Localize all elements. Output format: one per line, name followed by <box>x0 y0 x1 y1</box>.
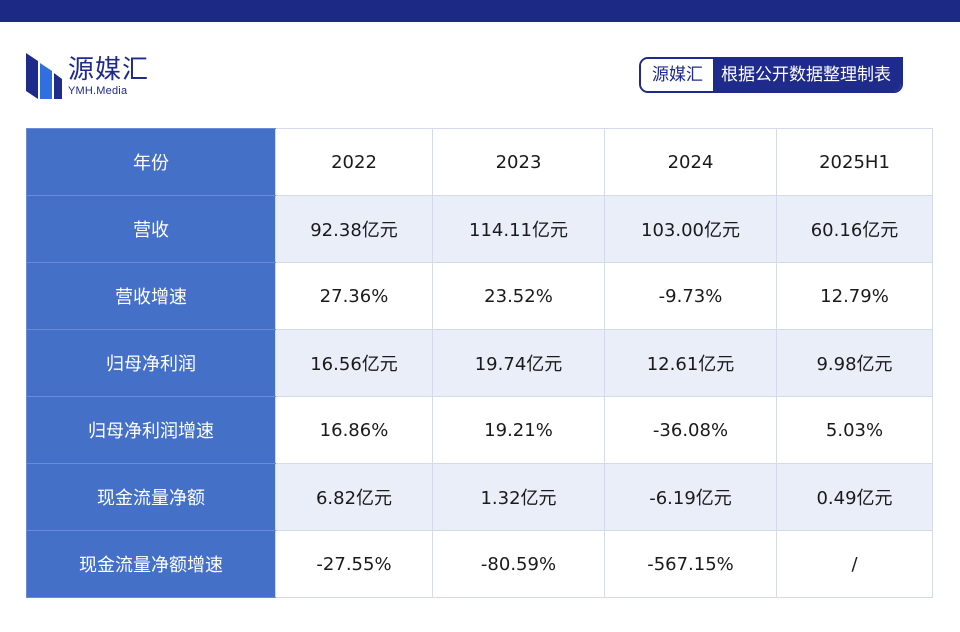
table-cell: -567.15% <box>604 530 777 598</box>
table-header-row: 年份 2022 2023 2024 2025H1 <box>26 128 933 196</box>
table-row: 营收增速 27.36% 23.52% -9.73% 12.79% <box>26 262 933 330</box>
table-row: 归母净利润 16.56亿元 19.74亿元 12.61亿元 9.98亿元 <box>26 329 933 397</box>
year-2023: 2023 <box>432 128 605 196</box>
top-banner <box>0 0 960 22</box>
year-2025h1: 2025H1 <box>776 128 933 196</box>
table-row: 营收 92.38亿元 114.11亿元 103.00亿元 60.16亿元 <box>26 195 933 263</box>
row-label: 现金流量净额增速 <box>26 530 276 598</box>
table-cell: 19.74亿元 <box>432 329 605 397</box>
table-row: 现金流量净额 6.82亿元 1.32亿元 -6.19亿元 0.49亿元 <box>26 463 933 531</box>
table-row: 现金流量净额增速 -27.55% -80.59% -567.15% / <box>26 530 933 598</box>
table-cell: 19.21% <box>432 396 605 464</box>
table-cell: / <box>776 530 933 598</box>
source-note: 源媒汇 根据公开数据整理制表 <box>639 57 903 93</box>
source-description: 根据公开数据整理制表 <box>713 59 901 91</box>
table-cell: 5.03% <box>776 396 933 464</box>
brand-logo: 源媒汇 YMH.Media <box>26 53 149 99</box>
row-label: 归母净利润增速 <box>26 396 276 464</box>
logo-subtitle: YMH.Media <box>68 85 128 97</box>
table-cell: 114.11亿元 <box>432 195 605 263</box>
row-label-year: 年份 <box>26 128 276 196</box>
table-cell: 0.49亿元 <box>776 463 933 531</box>
row-label: 现金流量净额 <box>26 463 276 531</box>
table-cell: -9.73% <box>604 262 777 330</box>
table-cell: 9.98亿元 <box>776 329 933 397</box>
source-brand: 源媒汇 <box>641 59 713 91</box>
table-cell: -27.55% <box>275 530 433 598</box>
table-cell: 92.38亿元 <box>275 195 433 263</box>
row-label: 营收 <box>26 195 276 263</box>
ymh-logo-icon <box>26 53 62 99</box>
table-cell: 1.32亿元 <box>432 463 605 531</box>
table-cell: 103.00亿元 <box>604 195 777 263</box>
table-cell: 27.36% <box>275 262 433 330</box>
financial-table: 年份 2022 2023 2024 2025H1 营收 92.38亿元 114.… <box>26 128 933 598</box>
table-cell: 60.16亿元 <box>776 195 933 263</box>
table-cell: 12.79% <box>776 262 933 330</box>
year-2022: 2022 <box>275 128 433 196</box>
table-cell: -36.08% <box>604 396 777 464</box>
table-cell: 16.86% <box>275 396 433 464</box>
table-cell: 12.61亿元 <box>604 329 777 397</box>
logo-name: 源媒汇 <box>68 55 150 85</box>
table-cell: 6.82亿元 <box>275 463 433 531</box>
row-label: 归母净利润 <box>26 329 276 397</box>
table-cell: -6.19亿元 <box>604 463 777 531</box>
year-2024: 2024 <box>604 128 777 196</box>
table-row: 归母净利润增速 16.86% 19.21% -36.08% 5.03% <box>26 396 933 464</box>
table-cell: -80.59% <box>432 530 605 598</box>
table-cell: 23.52% <box>432 262 605 330</box>
table-cell: 16.56亿元 <box>275 329 433 397</box>
row-label: 营收增速 <box>26 262 276 330</box>
